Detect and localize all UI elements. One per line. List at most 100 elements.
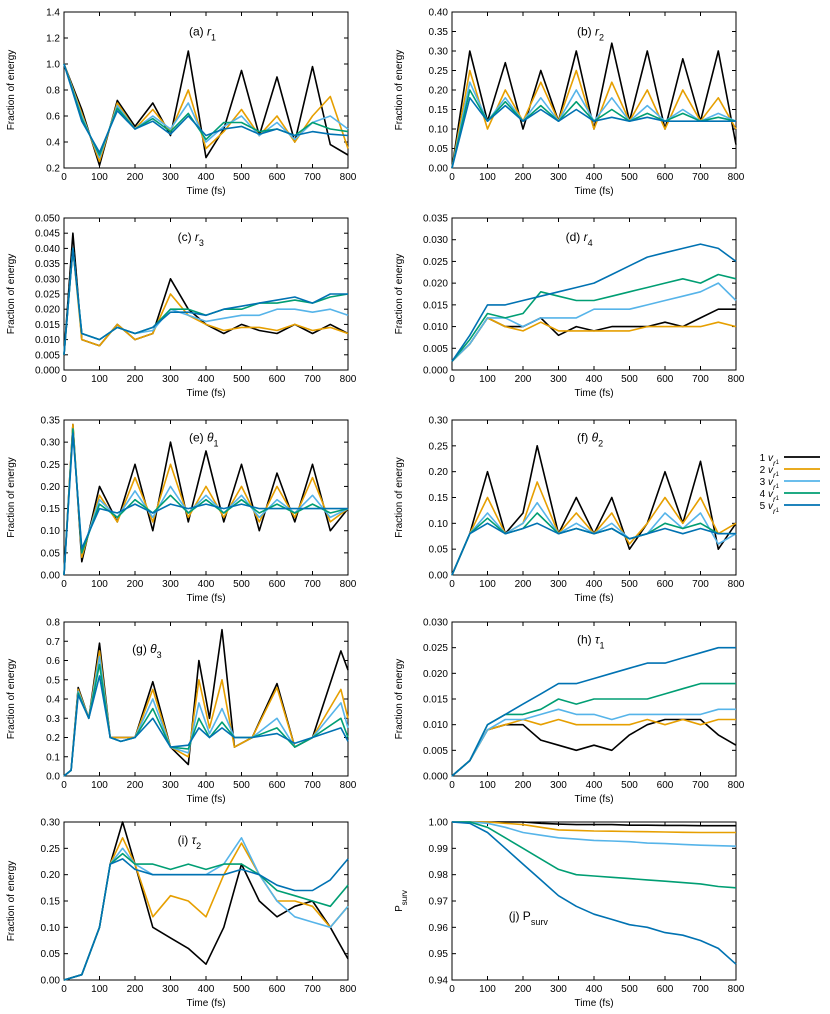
y-tick-label: 0.30 — [41, 438, 61, 449]
x-tick-label: 0 — [449, 780, 455, 791]
series-line-5 — [451, 821, 737, 965]
series-line-4 — [451, 682, 736, 777]
x-axis-label: Time (fs) — [574, 388, 613, 399]
x-tick-label: 300 — [162, 374, 179, 385]
y-tick-label: 0.000 — [423, 772, 448, 783]
series-line-5 — [63, 675, 349, 777]
series-line-5 — [63, 858, 349, 981]
y-axis-label: Fraction of energy — [6, 861, 17, 942]
x-tick-label: 700 — [304, 984, 321, 995]
y-tick-label: 0.8 — [46, 618, 60, 629]
series-line-2 — [452, 821, 736, 834]
x-tick-label: 300 — [550, 780, 567, 791]
panel-f: 0 100 200 300 400 500 600 700 800 0.00 0.05 0.10 0.1… — [394, 416, 745, 605]
x-tick-label: 400 — [198, 579, 215, 590]
x-axis-label: Time (fs) — [186, 388, 225, 399]
y-tick-label: 0.96 — [429, 923, 449, 934]
y-tick-label: 0.1 — [46, 752, 60, 763]
x-tick-label: 300 — [162, 984, 179, 995]
y-tick-label: 0.10 — [41, 923, 61, 934]
panel-title: (g) θ3 — [132, 642, 162, 660]
x-tick-label: 500 — [233, 579, 250, 590]
x-tick-label: 200 — [515, 374, 532, 385]
x-tick-label: 300 — [550, 172, 567, 183]
series-line-5 — [63, 63, 349, 154]
y-tick-label: 0.99 — [429, 844, 449, 855]
y-axis-label: Fraction of energy — [6, 254, 17, 335]
y-tick-label: 0.005 — [423, 344, 448, 355]
y-tick-label: 0.25 — [429, 441, 449, 452]
series-line-2 — [451, 718, 736, 777]
x-axis-label: Time (fs) — [186, 186, 225, 197]
x-tick-label: 0 — [449, 172, 455, 183]
x-tick-label: 800 — [340, 374, 357, 385]
y-axis-label: Fraction of energy — [6, 50, 17, 131]
y-tick-label: 0.97 — [429, 897, 449, 908]
y-tick-label: 0.5 — [46, 675, 60, 686]
x-tick-label: 500 — [621, 579, 638, 590]
x-tick-label: 500 — [621, 374, 638, 385]
series-line-1 — [451, 308, 736, 362]
y-tick-label: 0.8 — [46, 86, 60, 97]
x-tick-label: 100 — [479, 374, 496, 385]
panel-title: (b) r2 — [577, 24, 604, 42]
legend-label: 2 vr1 — [760, 465, 780, 480]
panel-d: 0 100 200 300 400 500 600 700 800 0.000 0.005 0.010… — [394, 214, 745, 400]
y-tick-label: 0.000 — [423, 366, 448, 377]
y-tick-label: 0.010 — [423, 322, 448, 333]
x-tick-label: 700 — [304, 172, 321, 183]
y-tick-label: 0.015 — [35, 320, 60, 331]
y-tick-label: 0.2 — [46, 164, 60, 175]
series-line-3 — [451, 282, 737, 362]
x-tick-label: 800 — [340, 984, 357, 995]
x-axis-label: Time (fs) — [574, 998, 613, 1009]
panel-title: (d) r4 — [566, 230, 593, 248]
y-tick-label: 0.15 — [429, 493, 449, 504]
y-tick-label: 0.05 — [41, 548, 61, 559]
x-tick-label: 600 — [657, 780, 674, 791]
y-tick-label: 0.0 — [46, 772, 60, 783]
x-tick-label: 100 — [91, 984, 108, 995]
x-tick-label: 100 — [91, 172, 108, 183]
x-tick-label: 300 — [550, 579, 567, 590]
x-tick-label: 400 — [198, 172, 215, 183]
x-tick-label: 800 — [340, 579, 357, 590]
x-tick-label: 700 — [692, 579, 709, 590]
y-tick-label: 0.15 — [41, 504, 61, 515]
x-tick-label: 600 — [269, 984, 286, 995]
x-tick-label: 600 — [657, 374, 674, 385]
x-tick-label: 500 — [621, 984, 638, 995]
panel-g: 0 100 200 300 400 500 600 700 800 0.0 0.1 0.2 0.3 0.4… — [6, 618, 357, 806]
y-tick-label: 0.00 — [429, 164, 449, 175]
x-tick-label: 600 — [269, 780, 286, 791]
y-tick-label: 0.025 — [35, 290, 60, 301]
y-tick-label: 0.05 — [429, 144, 449, 155]
panel-title: (j) Psurv — [509, 909, 549, 927]
x-tick-label: 600 — [269, 374, 286, 385]
series-line-5 — [63, 432, 348, 576]
x-tick-label: 100 — [91, 579, 108, 590]
x-tick-label: 200 — [515, 579, 532, 590]
x-tick-label: 200 — [515, 780, 532, 791]
x-tick-label: 200 — [127, 374, 144, 385]
x-tick-label: 500 — [621, 172, 638, 183]
series-line-3 — [63, 428, 349, 576]
legend-entry-5: 5 vr1 — [760, 501, 820, 516]
x-axis-label: Time (fs) — [574, 794, 613, 805]
y-tick-label: 0.025 — [423, 257, 448, 268]
x-tick-label: 0 — [449, 579, 455, 590]
x-tick-label: 400 — [586, 172, 603, 183]
y-tick-label: 0.4 — [46, 138, 60, 149]
x-tick-label: 400 — [198, 780, 215, 791]
y-tick-label: 0.30 — [41, 818, 61, 829]
series-line-5 — [451, 243, 737, 362]
x-axis-label: Time (fs) — [186, 593, 225, 604]
y-tick-label: 0.95 — [429, 949, 449, 960]
series-line-3 — [63, 837, 349, 981]
panel-title: (e) θ1 — [189, 431, 219, 449]
x-tick-label: 400 — [586, 984, 603, 995]
x-tick-label: 500 — [233, 172, 250, 183]
panel-title: (i) τ2 — [178, 833, 202, 851]
x-tick-label: 600 — [657, 579, 674, 590]
